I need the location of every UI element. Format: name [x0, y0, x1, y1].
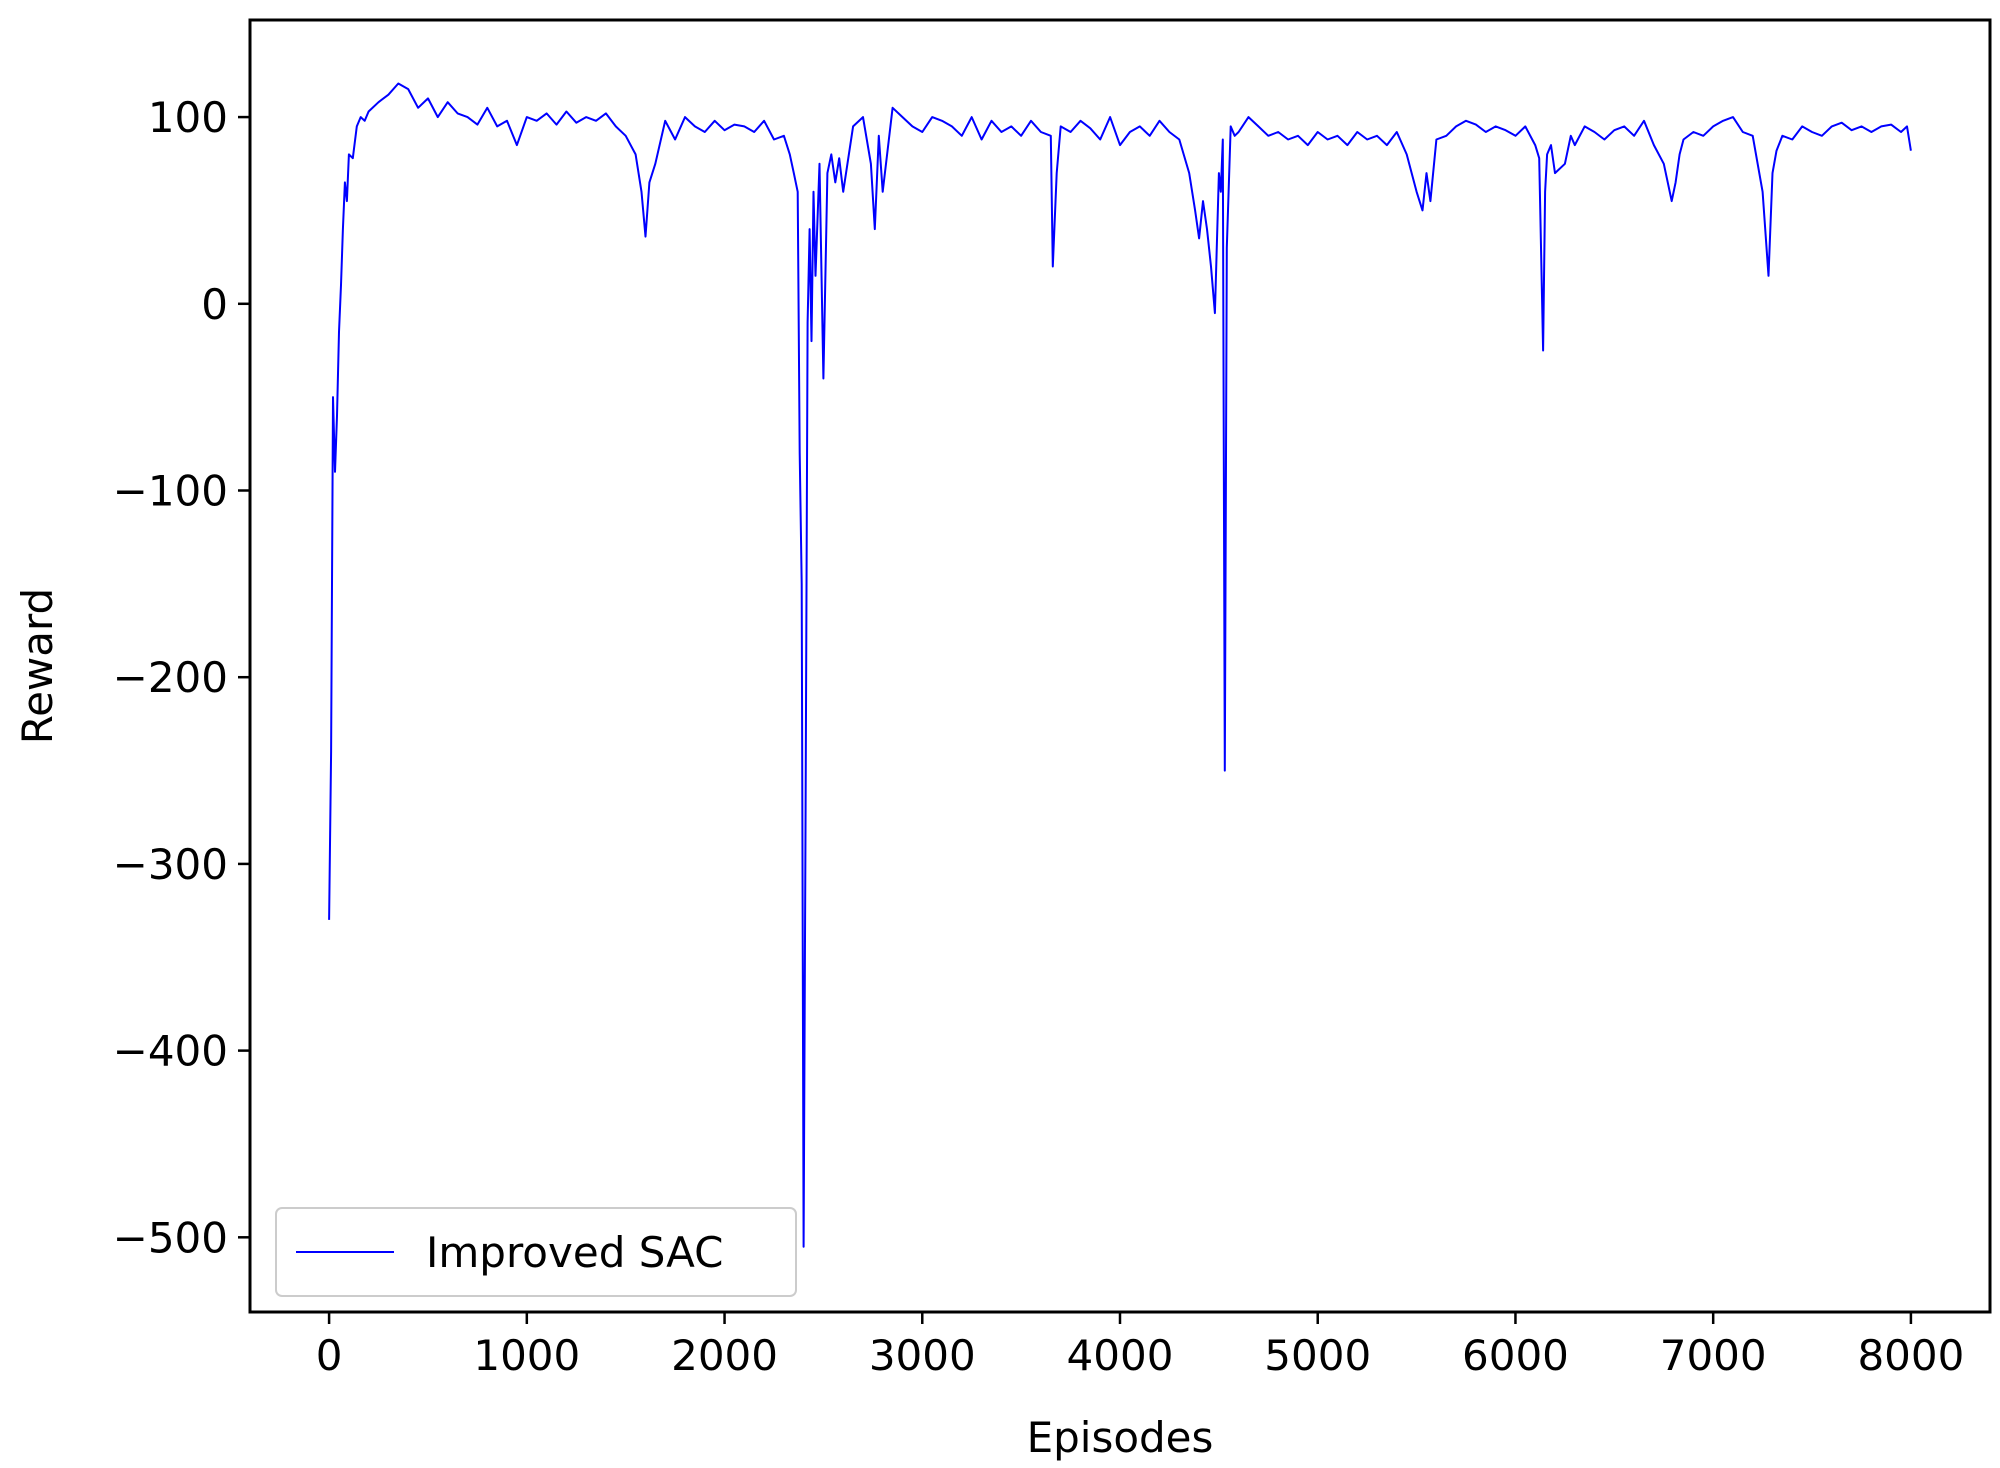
plot-area [328, 82, 1912, 1248]
y-tick-label: −300 [113, 840, 228, 889]
x-tick-label: 0 [316, 1331, 343, 1380]
y-tick-label: 0 [201, 280, 228, 329]
x-tick-label: 3000 [869, 1331, 976, 1380]
y-tick-label: −100 [113, 466, 228, 515]
x-tick-label: 8000 [1857, 1331, 1964, 1380]
x-tick-label: 2000 [671, 1331, 778, 1380]
x-tick-label: 6000 [1462, 1331, 1569, 1380]
legend: Improved SAC [275, 1207, 797, 1297]
x-tick-label: 4000 [1067, 1331, 1174, 1380]
legend-label: Improved SAC [426, 1228, 723, 1277]
y-tick-label: −200 [113, 653, 228, 702]
series-line-improved-sac [328, 82, 1912, 1248]
y-axis-label: Reward [13, 588, 62, 744]
x-axis-label: Episodes [1027, 1413, 1214, 1462]
axes: 0 1000 2000 3000 4000 5000 6000 7000 80001000−10… [13, 18, 1992, 1462]
x-tick-label: 5000 [1264, 1331, 1371, 1380]
x-tick-label: 7000 [1660, 1331, 1767, 1380]
x-tick-label: 1000 [473, 1331, 580, 1380]
y-tick-label: −500 [113, 1213, 228, 1262]
y-tick-label: 100 [148, 93, 228, 142]
y-tick-label: −400 [113, 1027, 228, 1076]
legend-box [275, 1207, 797, 1297]
